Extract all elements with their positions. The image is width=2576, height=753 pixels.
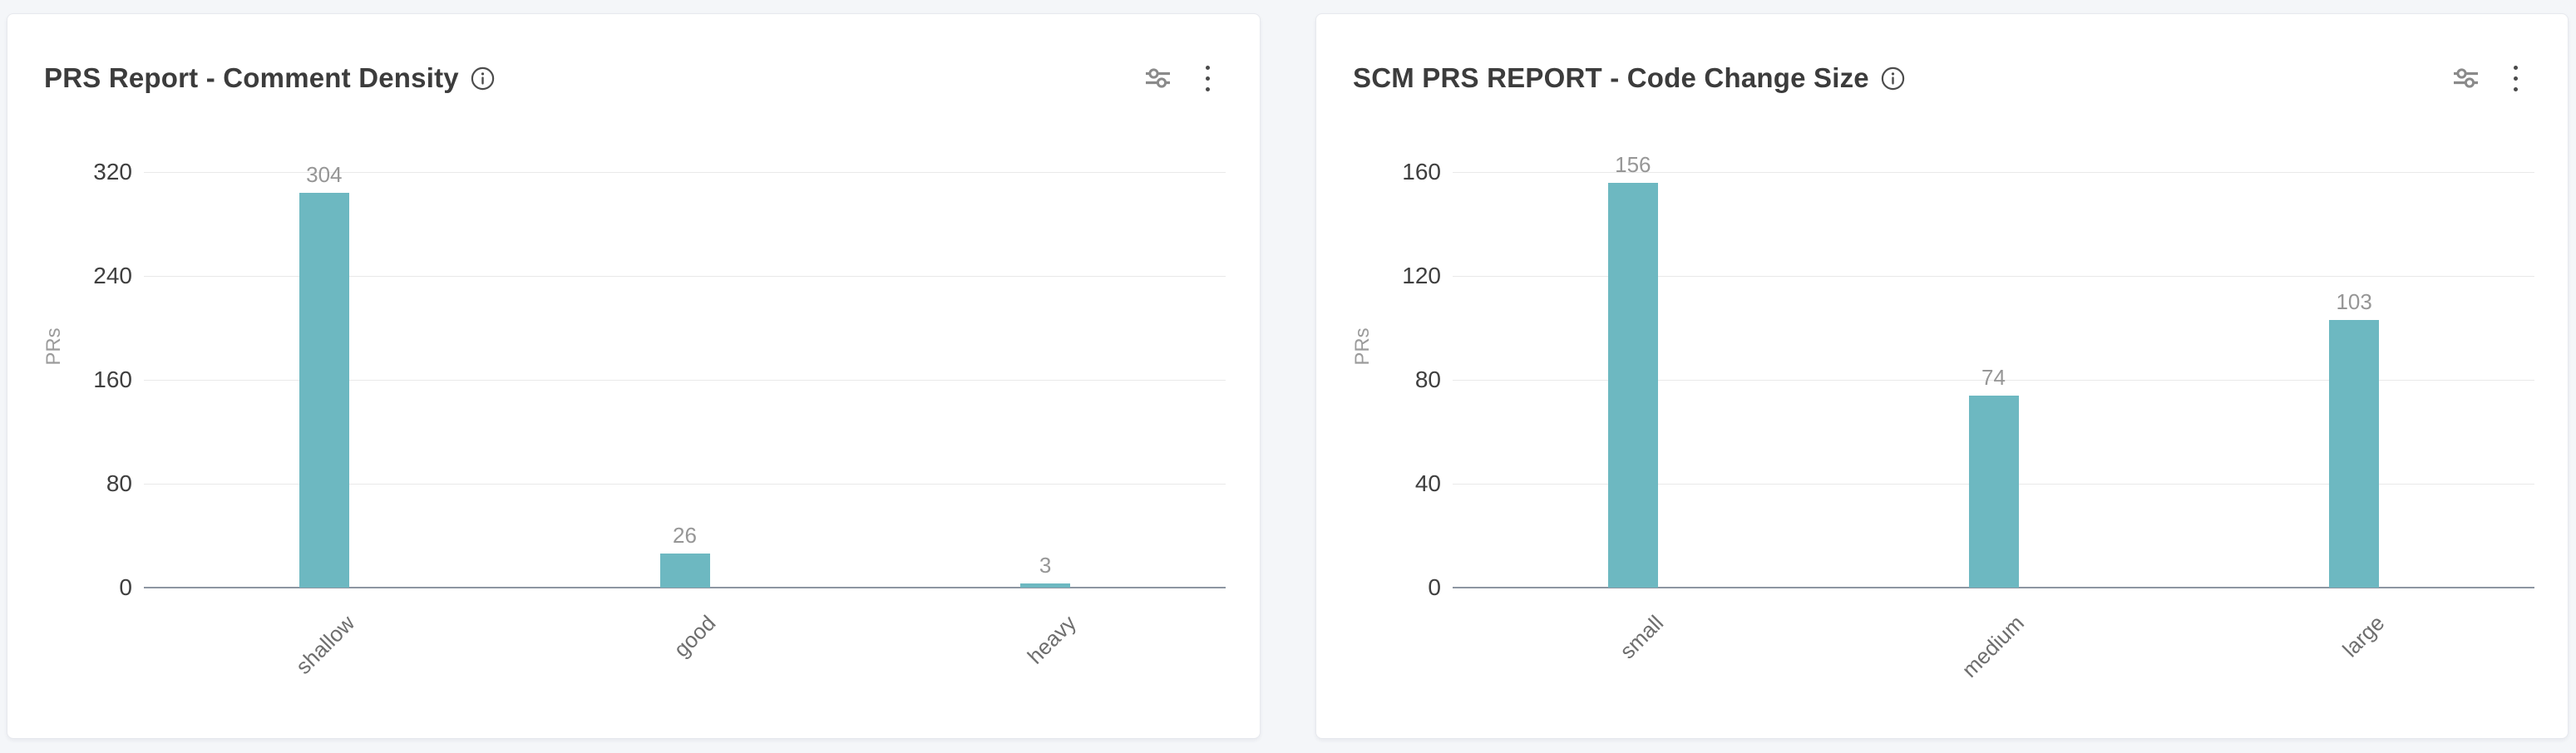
gridline xyxy=(1453,172,2534,173)
y-axis-title: PRs xyxy=(42,327,65,366)
y-axis-title: PRs xyxy=(1351,327,1374,366)
bar-small[interactable] xyxy=(1607,182,1658,588)
gridline xyxy=(144,380,1226,381)
bar-heavy[interactable] xyxy=(1020,583,1071,588)
x-axis-category-label: large xyxy=(2337,610,2390,662)
info-icon[interactable] xyxy=(1881,66,1905,91)
y-axis-tick-label: 320 xyxy=(93,159,132,185)
bar-value-label: 3 xyxy=(1039,553,1052,578)
x-axis-category-label: small xyxy=(1615,610,1669,664)
gridline xyxy=(144,276,1226,277)
x-axis-category-label: heavy xyxy=(1022,610,1081,669)
y-axis-tick-label: 0 xyxy=(119,574,132,600)
x-axis-line xyxy=(144,587,1226,588)
gridline xyxy=(144,484,1226,485)
card-header: SCM PRS REPORT - Code Change Size xyxy=(1353,59,2519,97)
card-actions xyxy=(1145,64,1212,93)
bar-medium[interactable] xyxy=(1968,395,2019,588)
bar-shallow[interactable] xyxy=(299,193,349,588)
bar-value-label: 103 xyxy=(2336,289,2372,315)
y-axis-tick-label: 160 xyxy=(93,367,132,392)
x-axis-category-label: shallow xyxy=(290,610,360,679)
kebab-menu-icon[interactable] xyxy=(2512,64,2519,93)
y-axis-tick-label: 240 xyxy=(93,263,132,288)
bar-value-label: 26 xyxy=(673,523,697,549)
bar-value-label: 74 xyxy=(1981,364,2006,390)
bar-good[interactable] xyxy=(659,554,710,588)
bar-chart-code-change-size: 0 40 80 120 160 PRs 156 small 74 medium 103 large xyxy=(1351,153,2534,682)
bar-large[interactable] xyxy=(2329,320,2380,588)
y-axis-tick-label: 80 xyxy=(106,470,132,496)
chart-title: SCM PRS REPORT - Code Change Size xyxy=(1353,62,1869,93)
bar-value-label: 304 xyxy=(306,162,343,187)
y-axis-tick-label: 120 xyxy=(1402,263,1441,288)
filter-sliders-icon[interactable] xyxy=(2453,66,2479,91)
gridline xyxy=(1453,276,2534,277)
kebab-menu-icon[interactable] xyxy=(1204,64,1212,93)
x-axis-line xyxy=(1453,587,2534,588)
chart-title: PRS Report - Comment Density xyxy=(44,62,459,93)
card-actions xyxy=(2453,64,2519,93)
bar-value-label: 156 xyxy=(1615,151,1651,177)
y-axis-tick-label: 160 xyxy=(1402,159,1441,185)
bar-chart-comment-density: 0 80 160 240 320 PRs 304 shallow 26 good 3 heavy xyxy=(42,160,1226,679)
card-header: PRS Report - Comment Density xyxy=(44,59,1212,97)
y-axis-tick-label: 0 xyxy=(1428,574,1441,600)
filter-sliders-icon[interactable] xyxy=(1145,66,1171,91)
chart-card-code-change-size: SCM PRS REPORT - Code Change Size xyxy=(1315,13,2569,739)
info-icon[interactable] xyxy=(471,66,495,91)
gridline xyxy=(144,172,1226,173)
y-axis-tick-label: 80 xyxy=(1414,367,1441,392)
chart-card-comment-density: PRS Report - Comment Density xyxy=(7,13,1261,739)
gridline xyxy=(1453,380,2534,381)
x-axis-category-label: good xyxy=(668,610,721,662)
x-axis-category-label: medium xyxy=(1957,610,2030,682)
y-axis-tick-label: 40 xyxy=(1414,470,1441,496)
